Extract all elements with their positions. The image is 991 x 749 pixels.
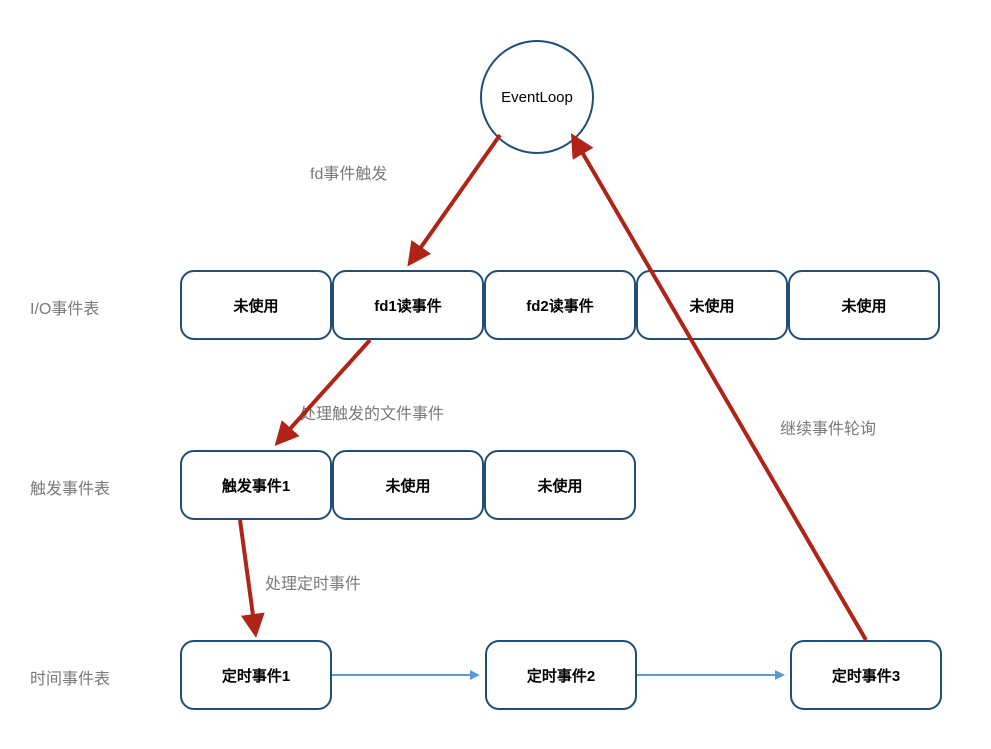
trigger-box-2: 未使用 (484, 450, 636, 520)
diagram-canvas: EventLoop I/O事件表 触发事件表 时间事件表 未使用 fd1读事件 … (0, 0, 991, 749)
io-box-3: 未使用 (636, 270, 788, 340)
io-box-1: fd1读事件 (332, 270, 484, 340)
edge-label-process-file: 处理触发的文件事件 (300, 400, 444, 424)
edge-label-process-timer: 处理定时事件 (265, 570, 361, 594)
edge-label-continue-poll: 继续事件轮询 (780, 415, 876, 439)
io-box-2: fd2读事件 (484, 270, 636, 340)
edge-label-fd-trigger: fd事件触发 (310, 160, 387, 184)
trigger-box-1: 未使用 (332, 450, 484, 520)
time-box-1: 定时事件2 (485, 640, 637, 710)
eventloop-node: EventLoop (480, 40, 594, 154)
io-box-4: 未使用 (788, 270, 940, 340)
row-label-time: 时间事件表 (30, 665, 110, 689)
io-box-0: 未使用 (180, 270, 332, 340)
trigger-box-0: 触发事件1 (180, 450, 332, 520)
edge-time2-to-eventloop (575, 140, 866, 640)
eventloop-label: EventLoop (501, 89, 573, 106)
edge-trigger0-to-time0 (240, 520, 255, 630)
edge-io1-to-trigger0 (280, 340, 370, 440)
row-label-trigger: 触发事件表 (30, 475, 110, 499)
row-label-io: I/O事件表 (30, 295, 99, 319)
time-box-0: 定时事件1 (180, 640, 332, 710)
time-box-2: 定时事件3 (790, 640, 942, 710)
edge-eventloop-to-io1 (412, 135, 500, 260)
